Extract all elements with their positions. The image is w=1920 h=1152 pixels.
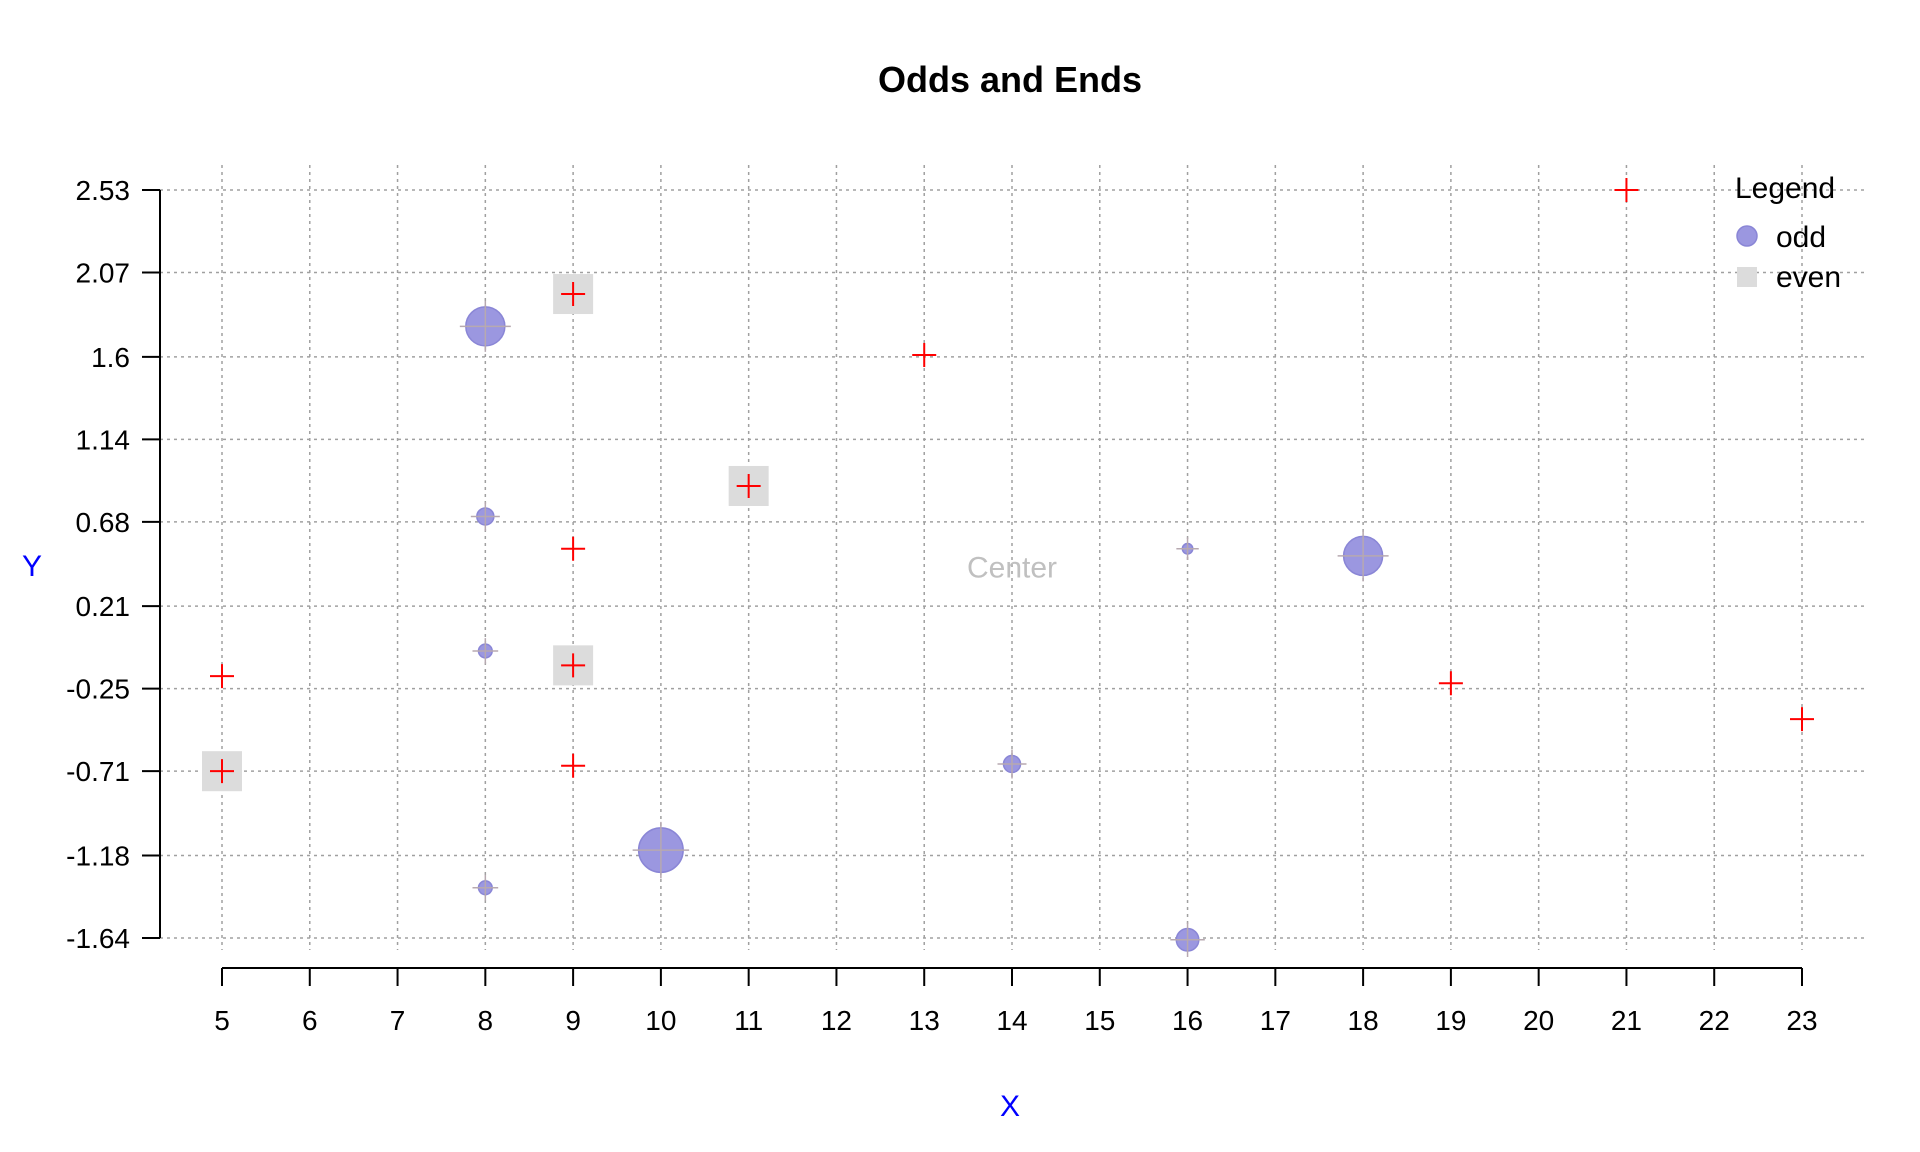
y-tick-label: 1.14 [76,424,131,455]
legend: Legend odd even [1735,172,1841,294]
x-tick-label: 10 [645,1005,676,1036]
cross-point [561,753,586,778]
y-tick-label: 2.53 [76,175,131,206]
cross-point [736,473,761,498]
y-axis-ticks: -1.64 -1.18 -0.71 -0.25 0.21 0.68 1.14 1.6 2.07 2… [66,175,160,954]
cross-point [210,759,234,784]
odd-point-cross [470,501,500,531]
odd-point-cross [1176,537,1199,560]
odd-point-cross [472,874,499,901]
cross-point [1614,178,1639,202]
x-tick-label: 14 [996,1005,1027,1036]
y-tick-label: -1.64 [66,923,130,954]
cross-point [561,282,586,307]
x-tick-label: 22 [1699,1005,1730,1036]
legend-even-marker [1737,267,1757,287]
x-tick-label: 11 [734,1005,763,1036]
chart-title: Odds and Ends [878,59,1142,100]
center-annotation: Center [967,552,1057,585]
x-tick-label: 6 [302,1005,318,1036]
legend-odd-label: odd [1776,221,1826,254]
x-tick-label: 12 [821,1005,852,1036]
y-tick-label: -0.71 [66,756,130,787]
x-tick-label: 13 [909,1005,940,1036]
x-axis-ticks: 5 6 7 8 9 10 11 12 13 14 15 16 17 18 19 20 21 22 23 [214,968,1818,1036]
y-axis-title: Y [22,550,42,583]
x-tick-label: 16 [1172,1005,1203,1036]
odd-point-cross [632,821,690,879]
x-tick-label: 20 [1523,1005,1554,1036]
y-tick-label: -0.25 [66,674,130,705]
cross-point [1438,671,1463,696]
legend-even-label: even [1776,261,1841,294]
odd-point-cross [997,749,1027,779]
legend-title: Legend [1735,172,1835,205]
x-tick-label: 7 [390,1005,406,1036]
y-tick-label: 1.6 [91,342,130,373]
x-tick-label: 23 [1786,1005,1817,1036]
y-tick-label: 0.21 [76,591,131,622]
data-marks [202,178,1814,958]
y-tick-label: -1.18 [66,840,130,871]
x-tick-label: 18 [1348,1005,1379,1036]
x-tick-label: 19 [1435,1005,1466,1036]
y-tick-label: 0.68 [76,507,131,538]
odd-point-cross [472,638,499,664]
x-tick-label: 15 [1084,1005,1115,1036]
x-tick-label: 21 [1611,1005,1642,1036]
x-tick-label: 5 [214,1005,230,1036]
cross-point [561,653,586,678]
odd-point-cross [1170,922,1205,958]
cross-point [210,664,234,689]
x-tick-label: 17 [1260,1005,1291,1036]
cross-point [1790,707,1814,732]
x-tick-label: 8 [478,1005,494,1036]
odd-point-cross [459,300,511,352]
cross-point [912,343,937,368]
x-tick-label: 9 [565,1005,581,1036]
y-tick-label: 2.07 [76,258,131,289]
cross-point [561,536,586,561]
x-axis-title: X [1000,1090,1020,1123]
odd-point-cross [1337,530,1389,582]
legend-odd-marker [1736,225,1758,247]
